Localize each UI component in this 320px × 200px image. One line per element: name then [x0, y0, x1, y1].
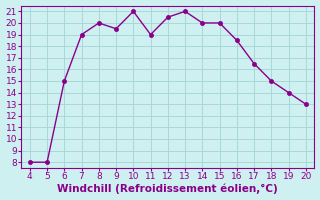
X-axis label: Windchill (Refroidissement éolien,°C): Windchill (Refroidissement éolien,°C) — [58, 184, 278, 194]
